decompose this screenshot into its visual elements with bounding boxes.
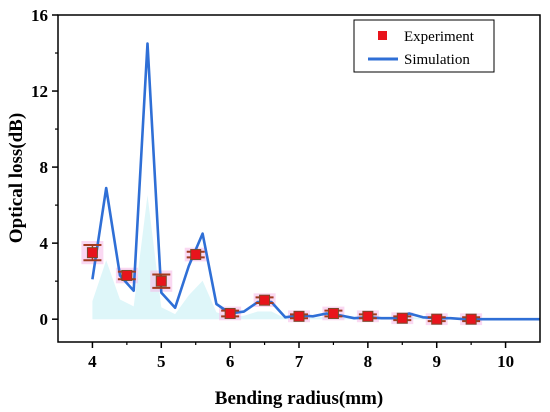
y-axis-title: Optical loss(dB) — [6, 113, 27, 243]
experiment-point — [462, 313, 481, 325]
experiment-points-group — [83, 244, 481, 325]
y-tick-label: 4 — [40, 234, 49, 253]
legend-box — [353, 19, 495, 73]
experiment-marker — [190, 249, 202, 261]
experiment-point — [393, 312, 412, 324]
y-tick-label: 8 — [40, 158, 49, 177]
experiment-point — [290, 310, 308, 322]
simulation-line-group — [91, 42, 540, 321]
legend-experiment-label: Experiment — [404, 29, 475, 45]
experiment-point — [152, 273, 171, 289]
experiment-point — [117, 269, 136, 281]
uncertainty-bands — [81, 195, 541, 326]
experiment-marker — [396, 312, 408, 324]
x-tick-label: 4 — [88, 352, 97, 371]
legend: Experiment Simulation — [353, 19, 495, 73]
experiment-marker — [121, 269, 133, 281]
simulation-band — [92, 195, 541, 320]
x-tick-label: 7 — [295, 352, 304, 371]
simulation-series-line — [91, 42, 540, 321]
x-tick-label: 9 — [432, 352, 441, 371]
x-tick-label: 5 — [157, 352, 166, 371]
x-axis-ticks: 4 5 6 7 8 9 10 — [88, 342, 514, 371]
experiment-marker — [431, 313, 443, 325]
y-axis-ticks: 0 4 8 12 16 — [31, 6, 58, 329]
x-tick-label: 10 — [497, 352, 514, 371]
experiment-point — [324, 307, 343, 319]
experiment-point — [358, 310, 377, 322]
experiment-point — [221, 307, 240, 319]
x-tick-label: 8 — [364, 352, 373, 371]
experiment-point — [427, 313, 446, 325]
legend-experiment-marker — [378, 31, 387, 40]
y-tick-label: 12 — [31, 82, 48, 101]
y-tick-label: 0 — [40, 310, 49, 329]
experiment-point — [186, 249, 205, 261]
experiment-point — [83, 244, 102, 262]
experiment-marker — [86, 247, 98, 259]
experiment-marker — [224, 307, 236, 319]
experiment-marker — [259, 294, 271, 306]
y-tick-label: 16 — [31, 6, 48, 25]
experiment-marker — [293, 310, 305, 322]
experiment-marker — [465, 313, 477, 325]
x-axis-title: Bending radius(mm) — [215, 388, 383, 409]
experiment-marker — [327, 307, 339, 319]
experiment-marker — [362, 310, 374, 322]
experiment-point — [255, 294, 274, 306]
x-tick-label: 6 — [226, 352, 235, 371]
legend-simulation-label: Simulation — [404, 52, 470, 68]
experiment-marker — [155, 275, 167, 287]
